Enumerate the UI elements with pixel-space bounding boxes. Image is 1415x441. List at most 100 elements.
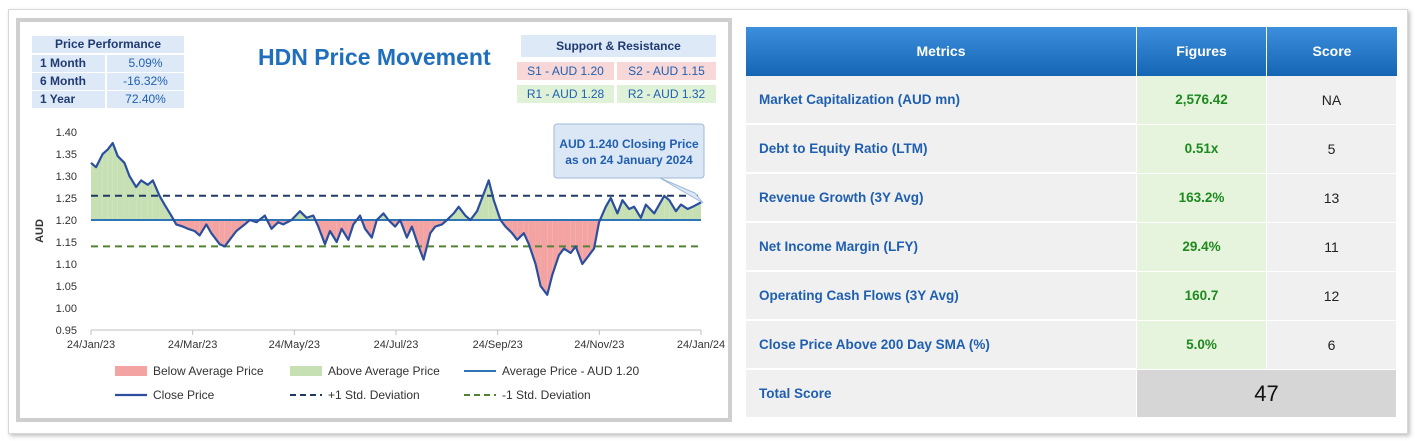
- legend-label: Above Average Price: [328, 364, 440, 378]
- below-average-area: [329, 220, 337, 242]
- above-average-area: [622, 200, 630, 220]
- below-average-area: [231, 220, 237, 238]
- metric-label: Net Income Margin (LFY): [746, 223, 1136, 271]
- below-average-area: [552, 220, 559, 275]
- x-tick-label: 24/Jan/24: [677, 339, 725, 351]
- below-average-area: [587, 220, 595, 258]
- above-average-area: [605, 198, 611, 220]
- metric-label: Market Capitalization (AUD mn): [746, 76, 1136, 124]
- legend-label: -1 Std. Deviation: [502, 388, 591, 402]
- legend-label: Close Price: [153, 388, 215, 402]
- metric-figure: 2,576.42: [1137, 76, 1266, 125]
- legend-label: +1 Std. Deviation: [328, 388, 420, 402]
- below-average-area: [575, 220, 583, 264]
- x-tick-label: 24/May/23: [269, 339, 320, 351]
- below-average-area: [341, 220, 349, 240]
- callout-pointer: [659, 177, 704, 204]
- above-average-area: [675, 204, 681, 220]
- above-average-area: [488, 180, 494, 220]
- y-axis-label: AUD: [34, 219, 46, 243]
- below-average-area: [418, 220, 424, 260]
- metric-score: 6: [1267, 321, 1396, 370]
- above-average-area: [107, 143, 113, 220]
- price-performance-header: Price Performance: [32, 36, 184, 53]
- metric-label: Operating Cash Flows (3Y Avg): [746, 272, 1136, 320]
- x-tick-label: 24/Jan/23: [67, 339, 115, 351]
- below-average-area: [523, 220, 529, 245]
- metric-score: 12: [1267, 272, 1396, 321]
- below-average-area: [219, 220, 225, 247]
- above-average-area: [159, 195, 165, 220]
- metric-figure: 5.0%: [1137, 321, 1266, 370]
- above-average-area: [645, 204, 655, 220]
- x-tick-label: 24/Mar/23: [168, 339, 218, 351]
- close-price-line: [90, 141, 702, 296]
- y-tick-label: 1.15: [56, 237, 77, 249]
- support-s2: S2 - AUD 1.15: [617, 62, 716, 80]
- above-average-area: [664, 195, 670, 220]
- above-average-area: [124, 162, 130, 220]
- x-tick-label: 24/Jul/23: [374, 339, 419, 351]
- below-average-area: [563, 220, 571, 253]
- y-tick-label: 1.20: [56, 215, 77, 227]
- above-average-area: [669, 200, 676, 220]
- perf-label-6m: 6 Month: [32, 73, 105, 90]
- y-tick-label: 1.25: [56, 193, 77, 205]
- above-average-area: [91, 162, 97, 220]
- callout-line-2: as on 24 January 2024: [565, 153, 693, 167]
- callout-box: [553, 123, 705, 179]
- above-average-area: [136, 180, 142, 220]
- below-average-area: [582, 220, 588, 264]
- total-score-value: 47: [1137, 370, 1396, 417]
- metric-label: Close Price Above 200 Day SMA (%): [746, 321, 1136, 369]
- above-average-area: [112, 143, 118, 220]
- metric-label: Debt to Equity Ratio (LTM): [746, 125, 1136, 173]
- above-average-area: [141, 180, 148, 220]
- below-average-area: [528, 220, 536, 264]
- total-score-label: Total Score: [746, 370, 1136, 417]
- metric-figure: 29.4%: [1137, 223, 1266, 272]
- above-average-area: [117, 156, 125, 220]
- below-average-area: [211, 220, 220, 245]
- resistance-r1: R1 - AUD 1.28: [517, 85, 614, 103]
- y-tick-label: 1.35: [56, 149, 77, 161]
- perf-value-1y: 72.40%: [107, 91, 184, 108]
- metric-label: Revenue Growth (3Y Avg): [746, 174, 1136, 222]
- x-tick-label: 24/Nov/23: [574, 339, 624, 351]
- perf-value-6m: -16.32%: [107, 73, 184, 90]
- legend-swatch-below: [115, 366, 147, 376]
- below-average-area: [505, 220, 513, 234]
- metrics-table: Metrics Figures Score Market Capitalizat…: [746, 27, 1397, 417]
- x-tick-label: 24/Sep/23: [473, 339, 523, 351]
- metric-score: 13: [1267, 174, 1396, 223]
- support-resistance-header: Support & Resistance: [521, 35, 716, 57]
- above-average-area: [687, 206, 693, 220]
- y-tick-label: 0.95: [56, 325, 77, 337]
- metric-figure: 160.7: [1137, 272, 1266, 321]
- col-header-metrics: Metrics: [746, 27, 1137, 76]
- metric-score: NA: [1267, 76, 1396, 125]
- metric-score: 11: [1267, 223, 1396, 272]
- above-average-area: [129, 176, 137, 220]
- price-chart: 0.95 1.00 1.05 1.10 1.15 1.20 1.25 1.30 1.35 1.40…: [34, 123, 725, 402]
- y-tick-label: 1.40: [56, 127, 77, 139]
- legend-label: Average Price - AUD 1.20: [502, 364, 640, 378]
- above-average-area: [96, 154, 103, 220]
- y-tick-label: 1.00: [56, 303, 77, 315]
- metric-score: 5: [1267, 125, 1396, 174]
- perf-label-1m: 1 Month: [32, 55, 105, 72]
- metric-figure: 0.51x: [1137, 125, 1266, 174]
- perf-value-1m: 5.09%: [107, 55, 184, 72]
- below-average-area: [540, 220, 548, 295]
- above-average-area: [102, 149, 108, 220]
- y-tick-label: 1.05: [56, 281, 77, 293]
- legend-label: Below Average Price: [153, 364, 264, 378]
- above-average-area: [152, 180, 160, 220]
- chart-title: HDN Price Movement: [258, 44, 491, 70]
- below-average-area: [517, 220, 524, 240]
- col-header-score: Score: [1267, 27, 1397, 76]
- above-average-area: [482, 180, 489, 220]
- above-average-area: [629, 206, 635, 220]
- callout-line-1: AUD 1.240 Closing Price: [559, 137, 699, 151]
- y-tick-label: 1.30: [56, 171, 77, 183]
